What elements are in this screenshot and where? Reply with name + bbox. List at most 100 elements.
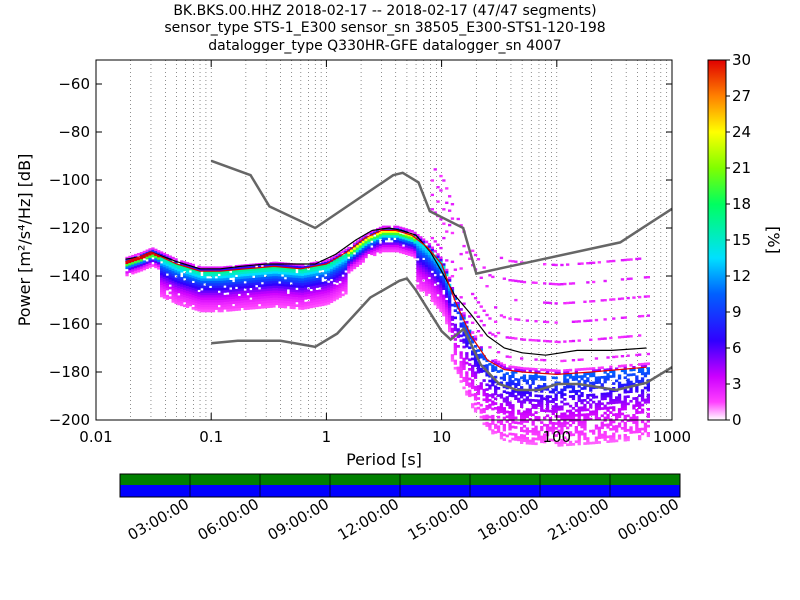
pdf-cell: [174, 282, 178, 285]
pdf-cell: [139, 268, 144, 272]
pdf-cell: [534, 368, 538, 371]
pdf-cell: [194, 305, 198, 309]
pdf-cell: [257, 272, 262, 276]
pdf-cell: [543, 416, 547, 420]
pdf-cell: [491, 381, 495, 384]
pdf-cell: [194, 271, 198, 275]
pdf-cell: [520, 366, 524, 370]
pdf-cell: [177, 281, 181, 284]
pdf-cell: [537, 385, 541, 388]
pdf-cell: [203, 302, 207, 306]
pdf-cell: [373, 246, 377, 249]
pdf-cell: [574, 404, 578, 408]
pdf-cell: [203, 271, 207, 274]
pdf-cell: [488, 374, 492, 378]
pdf-cell: [295, 299, 299, 303]
pdf-cell: [298, 297, 302, 301]
pdf-cell: [589, 386, 593, 390]
pdf-cell: [442, 275, 446, 278]
pdf-cell: [615, 355, 619, 358]
pdf-cell: [292, 265, 296, 269]
pdf-cell: [416, 274, 420, 278]
pdf-cell: [309, 291, 313, 294]
pdf-cell: [226, 289, 230, 293]
pdf-cell: [473, 253, 478, 257]
pdf-cell: [577, 435, 581, 439]
pdf-cell: [292, 268, 296, 271]
pdf-cell: [266, 267, 270, 270]
pdf-cell: [234, 293, 239, 297]
pdf-cell: [433, 290, 437, 294]
pdf-cell: [332, 272, 337, 275]
pdf-cell: [206, 280, 210, 284]
pdf-cell: [220, 278, 224, 282]
pdf-cell: [508, 391, 512, 395]
pdf-cell: [180, 267, 184, 271]
pdf-cell: [165, 254, 169, 257]
pdf-cell: [632, 430, 636, 434]
pdf-cell: [462, 364, 466, 368]
pdf-cell: [292, 296, 296, 300]
pdf-cell: [583, 406, 587, 409]
pdf-cell: [479, 403, 483, 407]
pdf-cell: [528, 408, 532, 412]
pdf-cell: [534, 437, 538, 441]
pdf-cell: [473, 371, 478, 375]
pdf-cell: [520, 402, 524, 406]
pdf-cell: [237, 298, 241, 302]
pdf-cell: [511, 411, 515, 414]
pdf-cell: [327, 258, 331, 262]
pdf-cell: [309, 295, 313, 299]
pdf-cell: [594, 441, 599, 444]
pdf-cell: [295, 297, 299, 300]
pdf-cell: [422, 255, 426, 258]
pdf-cell: [165, 275, 169, 279]
pdf-cell: [177, 302, 181, 306]
pdf-cell: [511, 392, 515, 395]
pdf-cell: [609, 428, 613, 431]
pdf-cell: [139, 261, 144, 265]
pdf-cell: [217, 276, 221, 279]
pdf-cell: [586, 401, 590, 404]
pdf-cell: [404, 247, 409, 251]
pdf-cell: [543, 368, 547, 372]
pdf-cell: [433, 300, 437, 303]
pdf-cell: [465, 361, 469, 365]
pdf-cell: [626, 380, 630, 384]
pdf-cell: [211, 295, 216, 298]
pdf-cell: [554, 340, 558, 343]
pdf-cell: [335, 296, 339, 300]
pdf-cell: [583, 382, 587, 385]
pdf-cell: [525, 381, 529, 385]
pdf-cell: [128, 265, 132, 269]
pdf-cell: [465, 340, 469, 343]
pdf-cell: [522, 376, 527, 380]
pdf-cell: [410, 237, 414, 240]
pdf-cell: [479, 384, 483, 388]
pdf-cell: [551, 390, 555, 394]
pdf-cell: [200, 283, 204, 286]
pdf-cell: [603, 318, 607, 321]
pdf-cell: [439, 299, 443, 303]
pdf-cell: [148, 255, 152, 259]
pdf-cell: [208, 278, 213, 282]
pdf-cell: [436, 272, 440, 276]
pdf-cell: [211, 283, 216, 286]
pdf-cell: [462, 331, 466, 334]
pdf-cell: [298, 263, 302, 267]
pdf-cell: [566, 421, 570, 425]
pdf-cell: [566, 414, 570, 418]
pdf-cell: [327, 287, 331, 291]
pdf-cell: [237, 281, 241, 285]
pdf-cell: [188, 277, 193, 280]
pdf-cell: [188, 272, 193, 276]
pdf-cell: [229, 265, 233, 269]
pdf-cell: [260, 274, 265, 278]
pdf-cell: [329, 288, 334, 291]
pdf-cell: [298, 299, 302, 303]
pdf-cell: [499, 422, 504, 425]
pdf-cell: [450, 231, 455, 235]
pdf-cell: [396, 247, 400, 250]
pdf-cell: [442, 306, 446, 310]
